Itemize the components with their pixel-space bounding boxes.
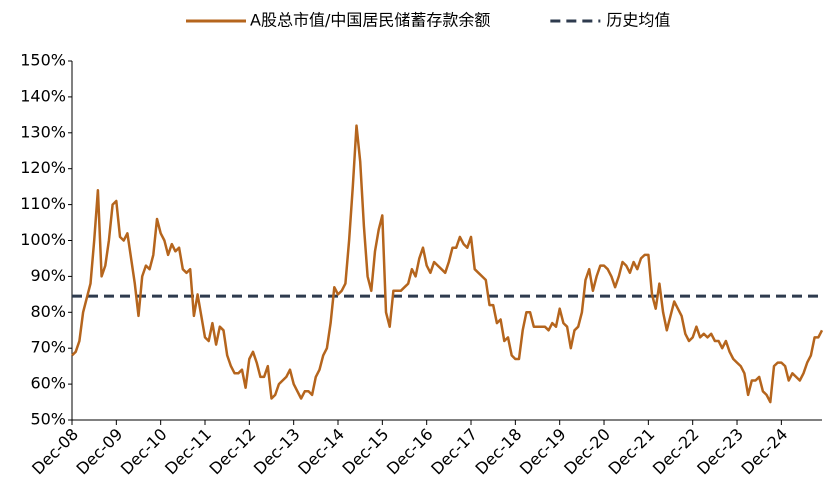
x-tick-label: Dec-22 [649, 425, 703, 479]
x-tick-label: Dec-21 [605, 425, 659, 479]
x-tick-label: Dec-09 [73, 425, 127, 479]
x-tick-label: Dec-15 [339, 425, 393, 479]
legend-label: A股总市值/中国居民储蓄存款余额 [250, 11, 490, 30]
y-tick-label: 80% [30, 302, 66, 321]
y-tick-label: 150% [20, 51, 66, 70]
x-tick-label: Dec-11 [161, 425, 215, 479]
x-tick-label: Dec-13 [250, 425, 304, 479]
legend-label: 历史均值 [606, 11, 670, 30]
y-tick-label: 70% [30, 338, 66, 357]
y-tick-label: 140% [20, 86, 66, 105]
y-tick-label: 120% [20, 158, 66, 177]
x-tick-label: Dec-12 [206, 425, 260, 479]
x-tick-label: Dec-24 [738, 425, 792, 479]
x-tick-label: Dec-08 [28, 425, 82, 479]
x-tick-label: Dec-17 [427, 425, 481, 479]
x-tick-label: Dec-19 [516, 425, 570, 479]
x-tick-label: Dec-23 [693, 425, 747, 479]
y-tick-label: 110% [20, 194, 66, 213]
x-tick-label: Dec-14 [294, 425, 348, 479]
y-tick-label: 60% [30, 374, 66, 393]
y-tick-label: 50% [30, 410, 66, 429]
y-tick-label: 130% [20, 122, 66, 141]
x-tick-label: Dec-20 [560, 425, 614, 479]
data-line [71, 124, 824, 404]
y-tick-label: 100% [20, 230, 66, 249]
x-tick-label: Dec-16 [383, 425, 437, 479]
y-tick-label: 90% [30, 266, 66, 285]
x-tick-label: Dec-10 [117, 425, 171, 479]
x-tick-label: Dec-18 [472, 425, 526, 479]
